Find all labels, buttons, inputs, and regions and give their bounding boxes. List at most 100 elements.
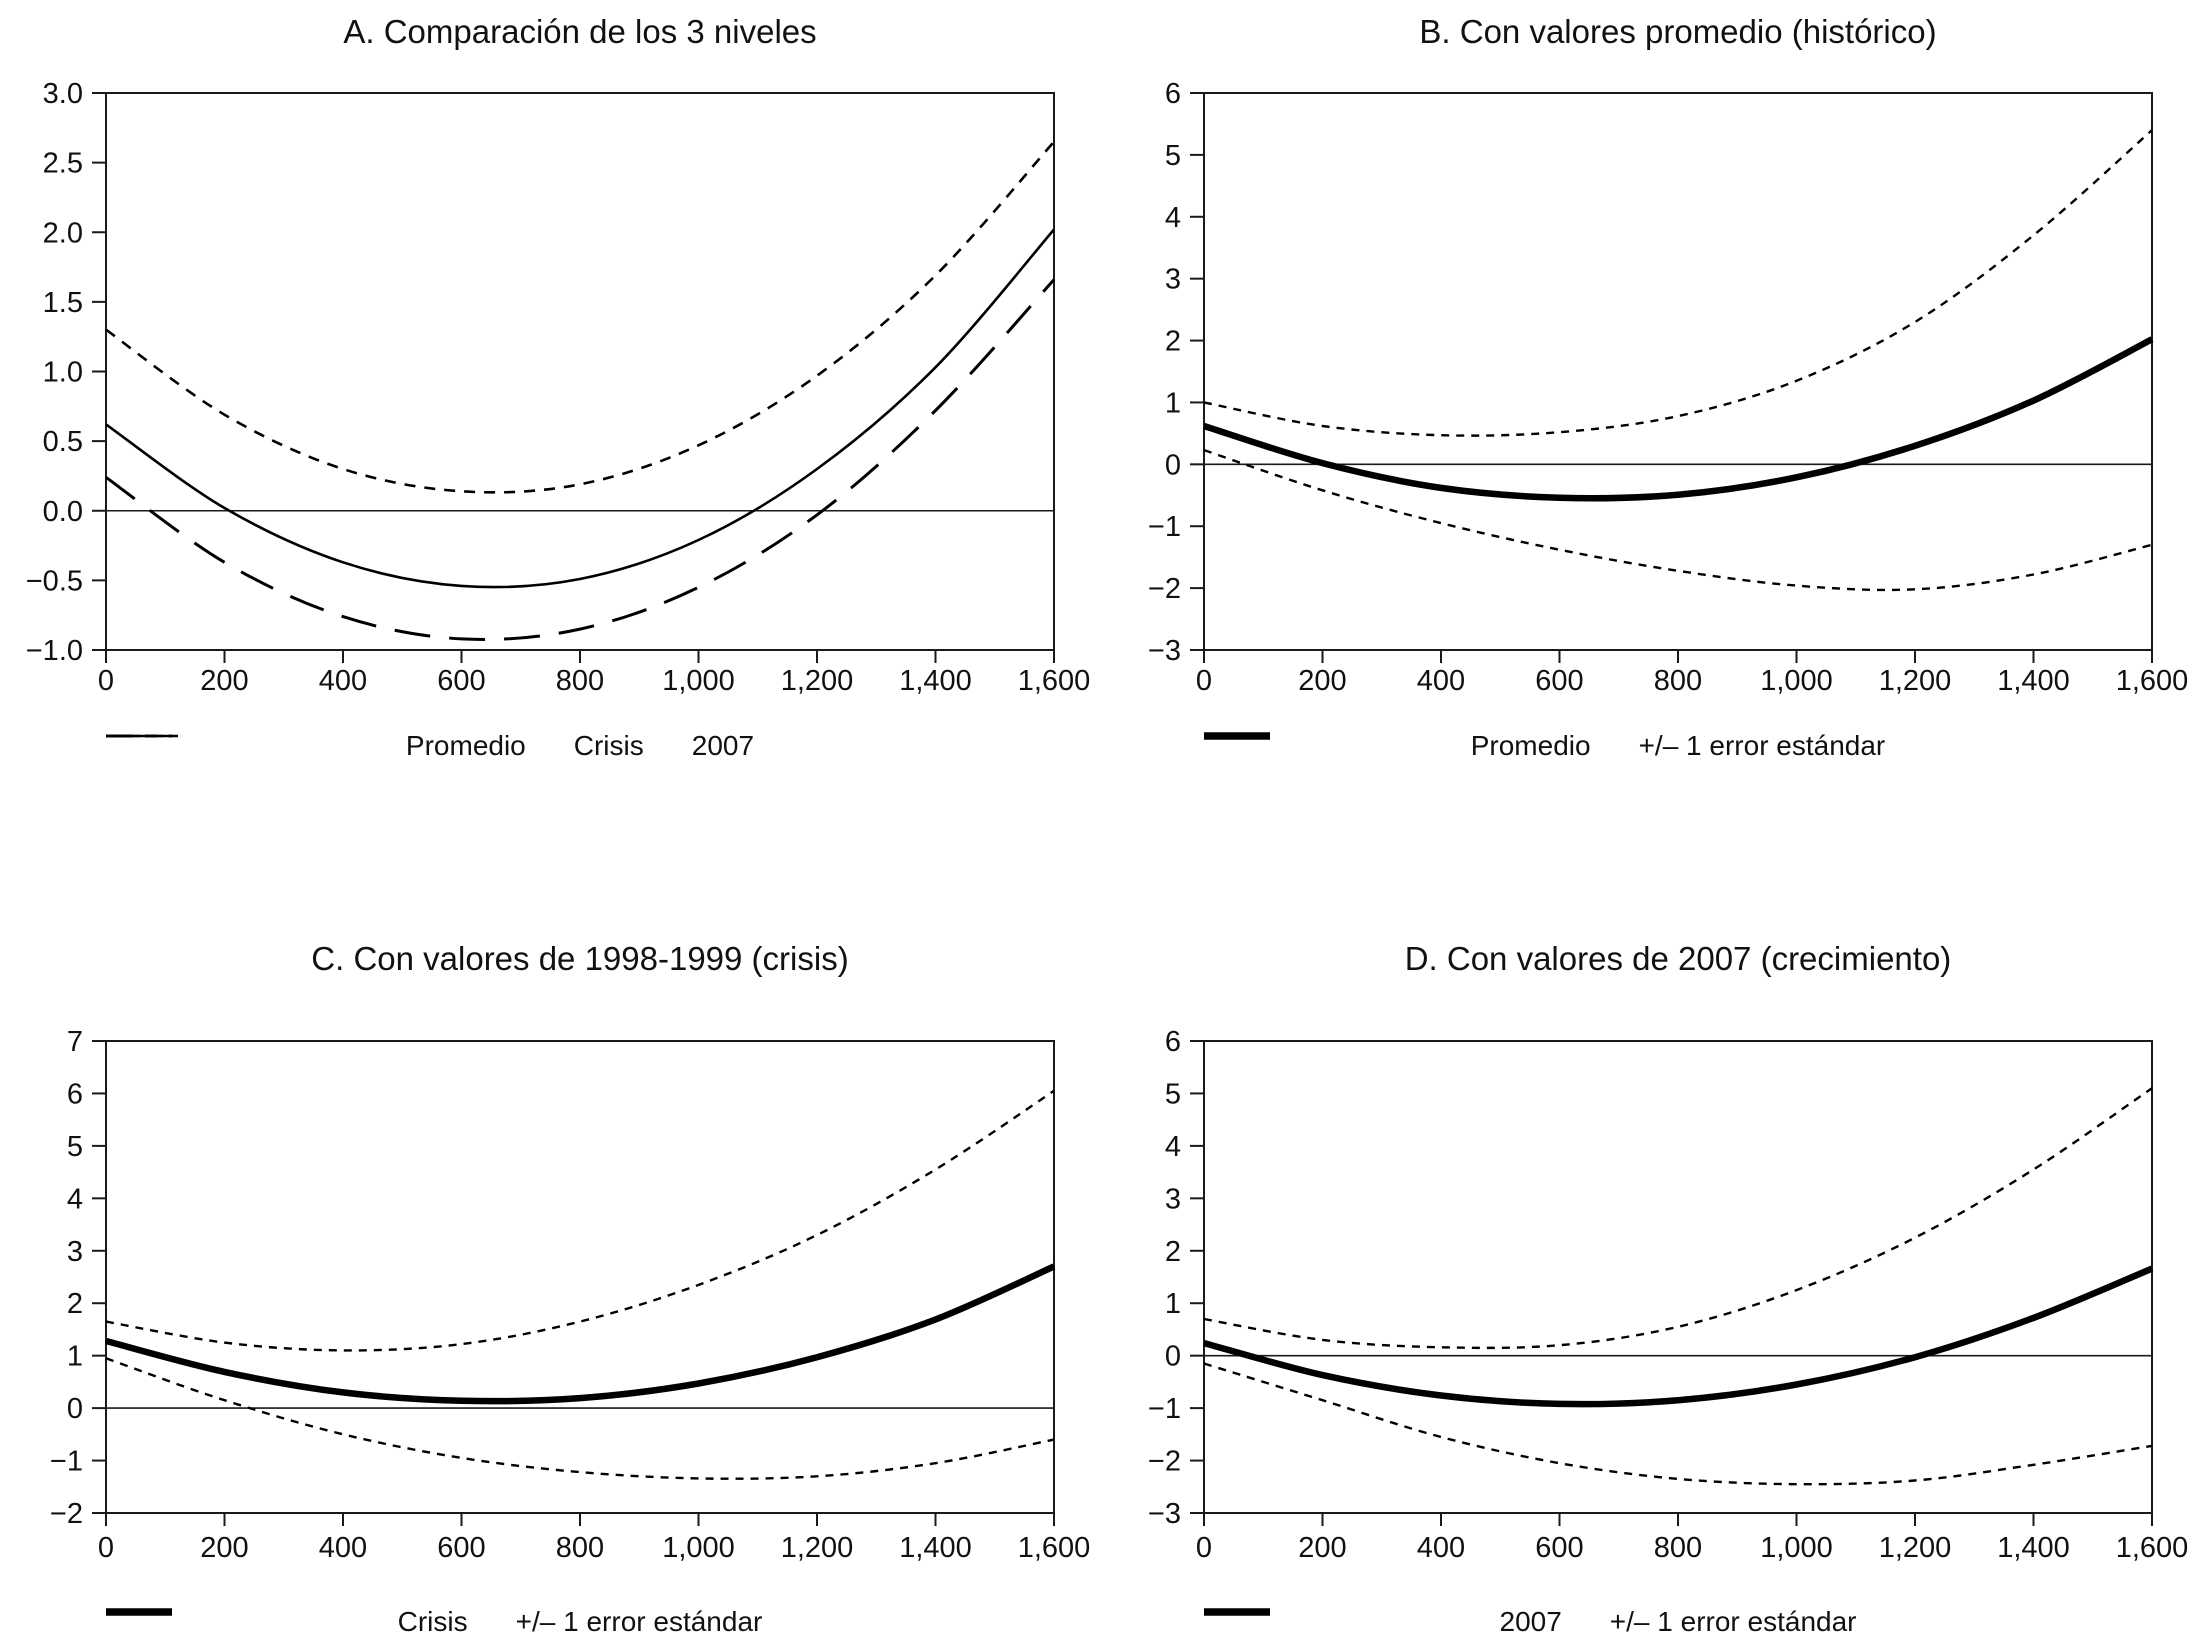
legend-c: Crisis +/– 1 error estándar	[106, 1606, 1054, 1638]
y-tick-label: 4	[1165, 202, 1181, 234]
y-tick-label: 2.5	[43, 148, 83, 180]
y-tick-label: 0.0	[43, 496, 83, 528]
plot-border	[105, 1040, 1055, 1514]
x-tick-label: 400	[1417, 1532, 1465, 1564]
legend-label: Promedio	[405, 730, 526, 761]
legend-label: +/– 1 error estándar	[515, 1606, 763, 1637]
legend-label: +/– 1 error estándar	[1609, 1606, 1857, 1637]
legend-label: 2007	[691, 730, 755, 761]
x-tick-label: 1,200	[1879, 1532, 1952, 1564]
x-tick-label: 800	[556, 665, 604, 697]
x-tick-label: 400	[1417, 665, 1465, 697]
legend-d: 2007 +/– 1 error estándar	[1204, 1606, 2152, 1638]
chart-title-d: D. Con valores de 2007 (crecimiento)	[1404, 940, 1952, 977]
y-tick-label: 2	[67, 1288, 83, 1320]
legend-item: Crisis	[106, 1606, 468, 1638]
series-curve	[105, 228, 1055, 589]
x-tick-label: 800	[1654, 1532, 1702, 1564]
y-tick-label: 0	[67, 1393, 83, 1425]
legend-item: Promedio	[1204, 730, 1591, 762]
y-tick-label: −1	[1148, 511, 1181, 543]
series-curve	[105, 278, 1056, 641]
x-tick-label: 1,000	[662, 665, 735, 697]
x-tick-label: 200	[200, 1532, 248, 1564]
y-tick-label: 6	[1165, 1026, 1181, 1058]
series-curve	[105, 1089, 1055, 1352]
x-tick-label: 600	[437, 1532, 485, 1564]
legend-label: 2007	[1499, 1606, 1562, 1637]
x-tick-label: 0	[1196, 1532, 1212, 1564]
chart-canvas-d: 6 5 4 3 2 1 0 −1 −2 −3 0 200 400 600 800 1,000 1,200 1,40…	[1148, 1026, 2189, 1564]
y-tick-label: 5	[1165, 1078, 1181, 1110]
series-curve	[1203, 1362, 2153, 1486]
y-tick-label: 6	[67, 1078, 83, 1110]
y-tick-label: −1	[50, 1446, 83, 1478]
x-tick-label: 200	[200, 665, 248, 697]
x-tick-label: 1,600	[1018, 665, 1091, 697]
y-tick-label: −2	[50, 1498, 83, 1530]
legend-item: +/– 1 error estándar	[1204, 730, 1886, 762]
series-curve	[1203, 1087, 2153, 1350]
legend-item: +/– 1 error estándar	[106, 1606, 763, 1638]
legend-a: Promedio Crisis 2007	[106, 730, 1054, 762]
panel-d: D. Con valores de 2007 (crecimiento) 6 5 4…	[1098, 850, 2195, 1637]
legend-label: +/– 1 error estándar	[1638, 730, 1886, 761]
x-tick-label: 0	[1196, 665, 1212, 697]
x-tick-label: 0	[98, 1532, 114, 1564]
x-tick-label: 1,400	[899, 1532, 972, 1564]
x-tick-label: 1,200	[781, 1532, 854, 1564]
x-tick-label: 1,400	[1997, 1532, 2070, 1564]
series-curve	[1203, 1265, 2154, 1408]
panel-a: A. Comparación de los 3 niveles 3.0 2.5 2.…	[0, 0, 1097, 818]
x-tick-label: 600	[1535, 665, 1583, 697]
y-tick-label: 5	[67, 1131, 83, 1163]
x-tick-label: 1,200	[1879, 665, 1952, 697]
legend-item: Promedio	[106, 730, 526, 762]
legend-item: Crisis	[106, 730, 644, 762]
x-tick-label: 1,600	[2116, 665, 2189, 697]
y-tick-label: −2	[1148, 1446, 1181, 1478]
chart-title-c: C. Con valores de 1998-1999 (crisis)	[311, 940, 849, 977]
plot-border	[1203, 1040, 2153, 1514]
series-curve	[105, 1263, 1056, 1405]
series-curve	[105, 1357, 1055, 1480]
chart-canvas-b: 6 5 4 3 2 1 0 −1 −2 −3 0 200 400 600 800 1,000 1,200 1,40…	[1148, 78, 2189, 697]
legend-item: +/– 1 error estándar	[1204, 1606, 1857, 1638]
y-tick-label: −0.5	[26, 565, 83, 597]
x-tick-label: 400	[319, 1532, 367, 1564]
y-tick-label: 3	[67, 1236, 83, 1268]
x-tick-label: 400	[319, 665, 367, 697]
y-tick-label: −1.0	[26, 635, 83, 667]
x-tick-label: 200	[1298, 1532, 1346, 1564]
x-tick-label: 1,200	[781, 665, 854, 697]
panel-c: C. Con valores de 1998-1999 (crisis) 7 6 5…	[0, 850, 1097, 1637]
legend-label: Crisis	[397, 1606, 468, 1637]
series-curve	[1203, 336, 2154, 502]
x-tick-label: 1,600	[1018, 1532, 1091, 1564]
x-tick-label: 0	[98, 665, 114, 697]
chart-canvas-c: 7 6 5 4 3 2 1 0 −1 −2 0 200 400 600 800 1,000 1,200 1,400…	[50, 1026, 1091, 1564]
y-tick-label: 5	[1165, 140, 1181, 172]
x-tick-label: 1,600	[2116, 1532, 2189, 1564]
y-tick-label: 4	[67, 1183, 83, 1215]
y-tick-label: 4	[1165, 1131, 1181, 1163]
series-curve	[1203, 129, 2153, 437]
x-tick-label: 1,000	[1760, 1532, 1833, 1564]
legend-label: Crisis	[573, 730, 644, 761]
y-tick-label: 2	[1165, 1236, 1181, 1268]
legend-key-dash-long-line-icon	[106, 734, 172, 738]
x-tick-label: 1,000	[662, 1532, 735, 1564]
panel-b: B. Con valores promedio (histórico) 6 5 4 3…	[1098, 0, 2195, 818]
legend-b: Promedio +/– 1 error estándar	[1204, 730, 2152, 762]
y-tick-label: 1.0	[43, 357, 83, 389]
y-tick-label: 1	[1165, 387, 1181, 419]
x-tick-label: 1,400	[899, 665, 972, 697]
x-tick-label: 600	[437, 665, 485, 697]
y-tick-label: −1	[1148, 1393, 1181, 1425]
y-tick-label: 1.5	[43, 287, 83, 319]
chart-title-a: A. Comparación de los 3 niveles	[343, 13, 817, 50]
y-tick-label: 1	[1165, 1288, 1181, 1320]
legend-key-dash-line-icon	[106, 1610, 164, 1614]
plot-border	[1203, 92, 2153, 651]
